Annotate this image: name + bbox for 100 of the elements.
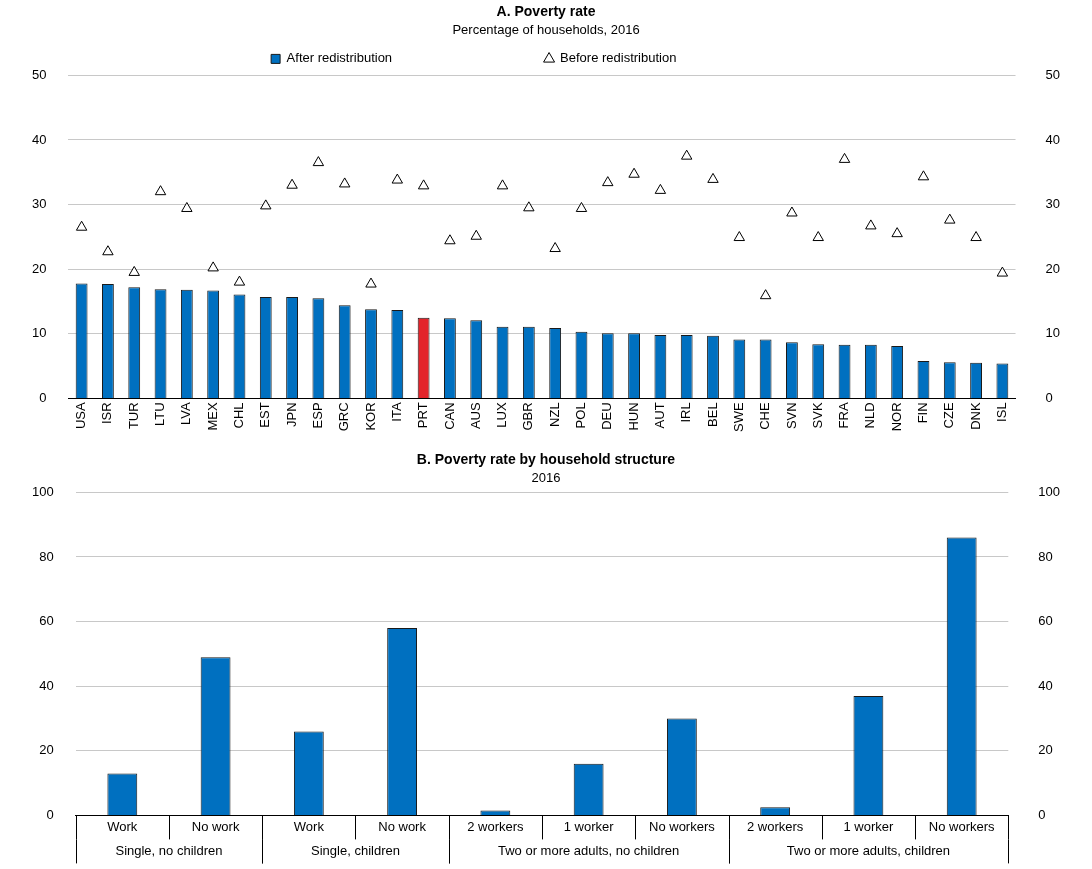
point xyxy=(470,229,482,240)
point xyxy=(391,173,403,184)
x-tick-label: FRA xyxy=(836,402,852,429)
y2-tick-label: 20 xyxy=(1038,742,1053,758)
x-tick-label: DEU xyxy=(599,402,615,430)
y2-tick-label: 10 xyxy=(1045,325,1061,341)
x-tick-label: 2 workers xyxy=(467,818,525,834)
x-tick-label: TUR xyxy=(125,402,141,430)
x-tick-label: ISR xyxy=(99,402,115,425)
point xyxy=(128,265,140,276)
point xyxy=(707,172,719,183)
point xyxy=(417,179,430,190)
x-tick-label: GRC xyxy=(336,402,352,432)
x-tick-label: No workers xyxy=(649,818,716,834)
y2-tick-label: 50 xyxy=(1045,66,1061,82)
y2-tick-label: 80 xyxy=(1038,548,1053,564)
x-tick-label: NLD xyxy=(862,402,878,429)
chart-subtitle: Percentage of households, 2016 xyxy=(452,22,640,38)
point xyxy=(260,199,272,210)
x-tick-label: CAN xyxy=(441,402,457,430)
x-tick-label: PRT xyxy=(415,402,431,429)
x-tick-label: ITA xyxy=(388,402,404,422)
x-tick-label: DNK xyxy=(967,402,983,430)
x-tick-label: LTU xyxy=(152,402,168,426)
point xyxy=(575,201,588,212)
x-tick-label: JPN xyxy=(283,402,299,427)
y-tick-label: 10 xyxy=(31,325,47,341)
x-tick-label: LVA xyxy=(178,402,194,426)
x-tick-label: CHL xyxy=(231,402,247,429)
y-tick-label: 30 xyxy=(31,196,47,212)
x-tick-label: SVK xyxy=(809,402,825,429)
y2-tick-label: 0 xyxy=(1038,806,1046,822)
point xyxy=(733,231,746,242)
text: Single, children xyxy=(311,842,400,858)
y-tick-label: 20 xyxy=(31,260,47,276)
point xyxy=(207,261,219,272)
x-tick-label: MEX xyxy=(204,402,220,431)
point xyxy=(444,234,456,245)
x-tick-label: AUT xyxy=(651,402,667,429)
x-tick-label: SVN xyxy=(783,402,799,430)
point xyxy=(75,220,88,231)
point xyxy=(759,289,772,300)
point xyxy=(181,201,193,212)
x-tick-label: ESP xyxy=(309,402,325,429)
y-tick-label: 100 xyxy=(31,483,54,499)
x-tick-label: KOR xyxy=(362,402,378,431)
legend-label: After redistribution xyxy=(286,50,537,66)
point xyxy=(628,167,640,178)
point xyxy=(654,183,667,194)
legend-label: Before redistribution xyxy=(560,50,821,66)
x-tick-label: NZL xyxy=(546,402,562,427)
x-tick-label: FIN xyxy=(915,402,931,424)
x-tick-label: No work xyxy=(378,818,427,834)
point xyxy=(917,170,930,181)
y-tick-label: 20 xyxy=(39,742,54,758)
point xyxy=(944,213,956,224)
point xyxy=(549,242,561,253)
x-tick-label: BEL xyxy=(704,402,720,427)
y-tick-label: 40 xyxy=(31,131,47,147)
point xyxy=(891,227,903,238)
point xyxy=(970,231,982,242)
point xyxy=(286,178,298,189)
x-tick-label: AUS xyxy=(467,402,483,430)
y-tick-label: 80 xyxy=(39,548,54,564)
x-tick-label: CHE xyxy=(757,402,773,430)
x-tick-label: USA xyxy=(73,402,89,430)
y2-tick-label: 60 xyxy=(1038,613,1053,629)
x-tick-label: EST xyxy=(257,402,273,428)
point xyxy=(365,277,377,288)
y-tick-label: 0 xyxy=(39,389,47,405)
y2-tick-label: 0 xyxy=(1045,389,1053,405)
x-tick-label: 1 worker xyxy=(563,818,615,834)
y2-tick-label: 40 xyxy=(1045,131,1061,147)
point xyxy=(233,275,246,286)
x-tick-label: LUX xyxy=(494,402,510,428)
x-tick-label: NOR xyxy=(888,402,904,432)
point xyxy=(681,149,693,160)
x-tick-label: SWE xyxy=(730,402,746,433)
x-tick-label: POL xyxy=(573,402,589,429)
x-tick-label: No work xyxy=(191,818,240,834)
x-tick-label: ISL xyxy=(993,402,1009,422)
y-tick-label: 40 xyxy=(39,677,54,693)
x-tick-label: GBR xyxy=(520,402,536,431)
text: Two or more adults, no children xyxy=(497,842,680,858)
point xyxy=(154,185,167,196)
y-tick-label: 60 xyxy=(39,613,54,629)
point xyxy=(996,266,1009,277)
point xyxy=(838,152,851,163)
point xyxy=(523,201,535,212)
text: Two or more adults, children xyxy=(786,842,951,858)
text: Single, no children xyxy=(115,842,223,858)
point xyxy=(102,245,114,256)
chart-title: B. Poverty rate by household structure xyxy=(416,451,676,468)
y-tick-label: 50 xyxy=(31,66,47,82)
y2-tick-label: 100 xyxy=(1038,483,1061,499)
x-tick-label: Work xyxy=(293,818,325,834)
chart-title: A. Poverty rate xyxy=(496,3,596,20)
y-tick-label: 0 xyxy=(46,806,54,822)
x-tick-label: IRL xyxy=(678,402,694,423)
x-tick-label: 2 workers xyxy=(746,818,804,834)
